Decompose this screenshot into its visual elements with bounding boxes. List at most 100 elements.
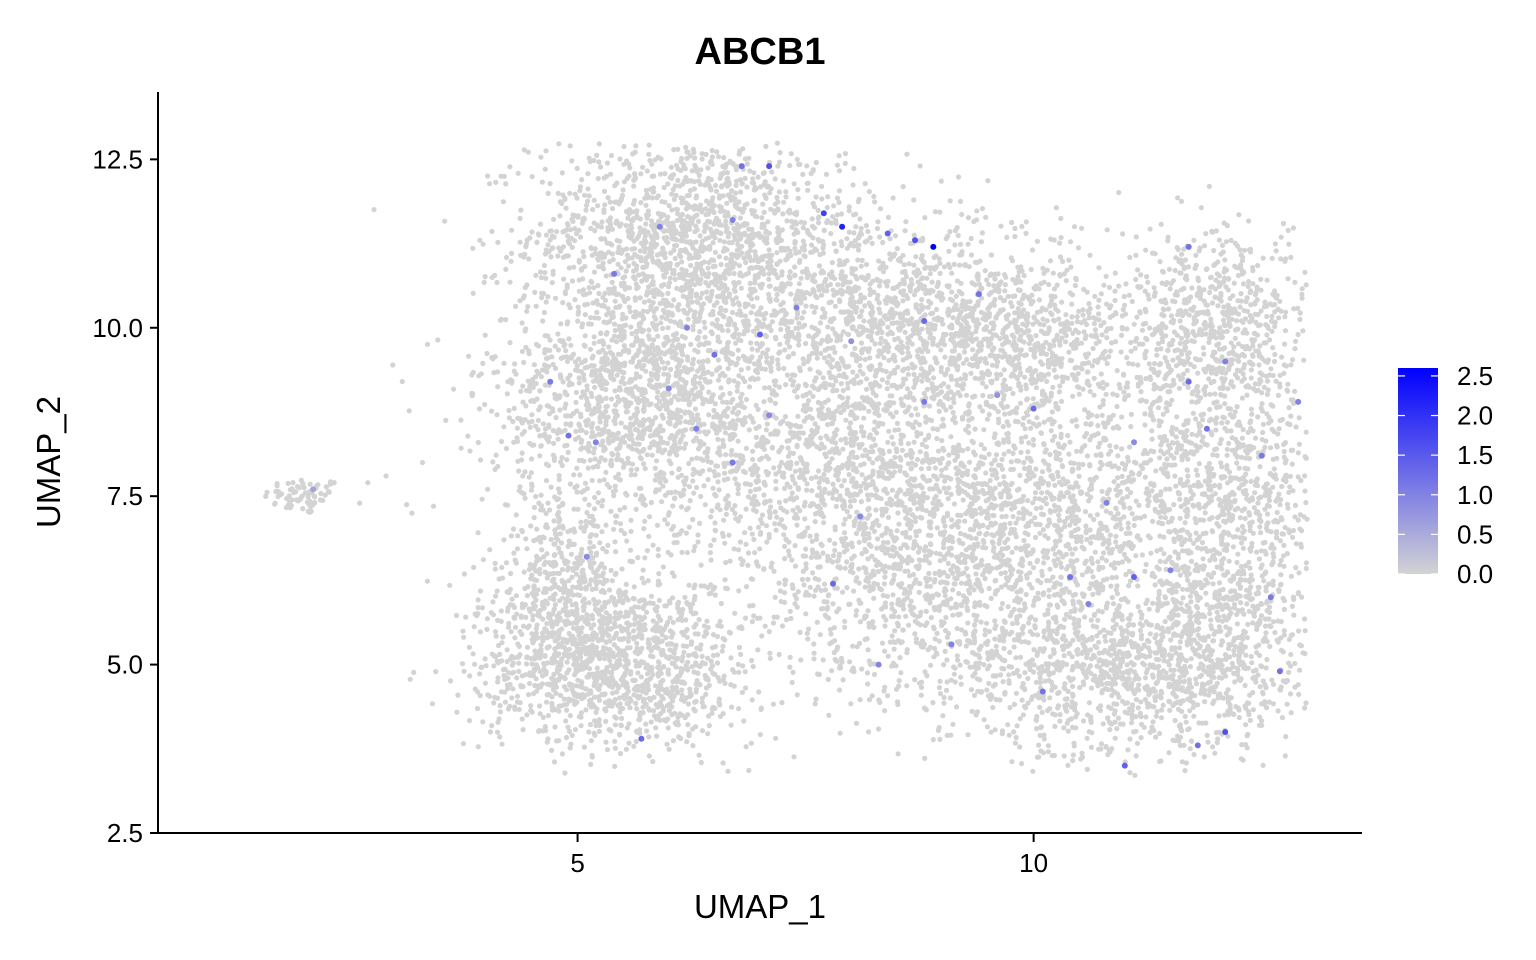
cell-point — [576, 380, 582, 386]
cell-point — [539, 179, 546, 185]
cell-point — [1021, 272, 1027, 279]
cell-point — [638, 388, 645, 394]
cell-point — [557, 407, 563, 413]
cell-point — [264, 489, 270, 495]
cell-point — [651, 244, 658, 250]
cell-point — [907, 285, 913, 291]
cell-point — [1028, 301, 1034, 307]
cell-point — [670, 186, 676, 193]
cell-point — [941, 381, 947, 387]
cell-point — [687, 498, 693, 504]
cell-point — [592, 384, 598, 390]
cell-point — [905, 350, 911, 356]
cell-point — [424, 341, 431, 347]
cell-point — [1046, 325, 1052, 331]
cell-point — [600, 260, 606, 266]
cell-point — [986, 451, 992, 457]
cell-point — [905, 345, 911, 351]
cell-point — [585, 186, 591, 192]
cell-point — [742, 301, 749, 307]
cell-point — [670, 332, 677, 338]
cell-point — [630, 201, 637, 207]
cell-point — [1038, 377, 1045, 383]
cell-point — [828, 231, 834, 237]
cell-point — [976, 321, 982, 327]
cell-point — [746, 384, 753, 390]
cell-point — [902, 228, 908, 234]
cell-point — [646, 151, 652, 157]
cell-point — [638, 171, 644, 177]
cell-point — [785, 280, 791, 287]
cell-point — [638, 240, 644, 246]
cell-point — [831, 276, 838, 282]
cell-point — [1052, 362, 1058, 368]
cell-point — [736, 199, 742, 205]
cell-point — [628, 378, 635, 384]
cell-point — [633, 143, 639, 149]
cell-point — [737, 236, 743, 242]
cell-point — [728, 251, 735, 257]
cell-point — [1129, 298, 1135, 305]
cell-point — [774, 310, 781, 316]
cell-point — [638, 255, 644, 261]
cell-point — [543, 299, 549, 305]
cell-point — [1060, 258, 1066, 265]
cell-point — [901, 262, 907, 268]
cell-point — [775, 229, 781, 235]
cell-point — [653, 487, 659, 493]
cell-point — [518, 457, 525, 463]
cell-point — [981, 427, 987, 433]
cell-point — [521, 147, 527, 153]
cell-point — [707, 246, 713, 252]
cell-point — [1057, 383, 1063, 389]
cell-point — [625, 215, 631, 221]
cell-point — [1029, 247, 1036, 253]
cell-point — [657, 383, 663, 389]
cell-point — [533, 423, 539, 429]
cell-point — [595, 315, 602, 321]
cell-point — [632, 295, 638, 301]
cell-point — [790, 333, 796, 339]
cell-point — [605, 195, 611, 201]
cell-point — [659, 199, 665, 205]
cell-point — [737, 189, 744, 195]
cell-point — [519, 348, 526, 355]
cell-point — [887, 236, 893, 242]
cell-point — [482, 274, 488, 280]
cell-point — [829, 269, 835, 275]
cell-point — [968, 370, 974, 376]
cell-point — [857, 363, 863, 369]
cell-point — [587, 290, 593, 296]
cell-point — [782, 347, 788, 353]
cell-point — [1096, 297, 1102, 303]
cell-point — [661, 365, 667, 371]
cell-point — [803, 340, 809, 347]
cell-point — [983, 214, 989, 220]
cell-point — [875, 292, 881, 298]
cell-point — [515, 533, 521, 539]
cell-point — [915, 354, 921, 360]
cell-point — [668, 164, 675, 170]
cell-point — [723, 307, 729, 314]
cell-point — [649, 235, 656, 242]
cell-point — [630, 268, 637, 274]
cell-point — [608, 567, 614, 574]
cell-point — [1031, 285, 1037, 291]
cell-point — [545, 500, 551, 506]
cell-point — [733, 340, 739, 346]
cell-point — [747, 265, 753, 271]
cell-point — [779, 317, 785, 323]
cell-point — [835, 477, 841, 483]
cell-point — [563, 391, 569, 397]
cell-point — [562, 291, 569, 297]
cell-point — [1004, 234, 1010, 240]
cell-point — [692, 203, 698, 209]
cell-point — [779, 269, 785, 275]
cell-point — [293, 489, 299, 495]
cell-point — [796, 294, 802, 300]
cell-point — [954, 377, 960, 383]
cell-point — [939, 297, 945, 303]
cell-point — [806, 333, 812, 339]
cell-point — [733, 204, 739, 210]
cell-point — [543, 366, 549, 372]
